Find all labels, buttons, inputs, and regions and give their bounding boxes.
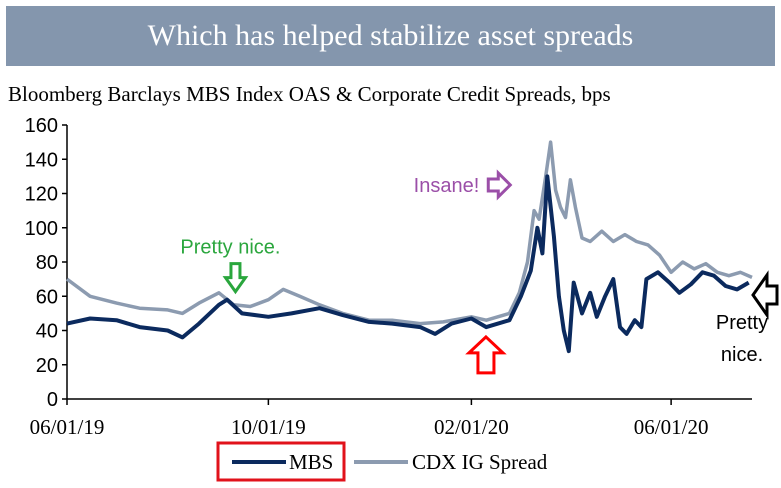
annotation-arrow-right-icon [486, 169, 513, 201]
annotation-insane: Insane! [414, 175, 480, 197]
y-tick-label: 100 [25, 218, 58, 240]
annotation-arrow-up-icon [465, 334, 507, 375]
legend-highlight-box [216, 441, 346, 482]
x-tick-label: 06/01/19 [30, 415, 105, 439]
x-tick-label: 10/01/19 [231, 415, 306, 439]
annotation-arrow-down-icon [222, 262, 249, 295]
y-tick-label: 140 [25, 149, 58, 171]
legend-label-mbs: MBS [289, 450, 333, 474]
annotation-pretty-nice-2-line: Pretty [716, 312, 768, 334]
y-tick-label: 160 [25, 115, 58, 137]
series-line-cdx-ig-spread [65, 140, 753, 326]
y-tick-label: 20 [36, 355, 58, 377]
legend-label-cdx: CDX IG Spread [412, 450, 548, 474]
annotation-arrow-left-icon [751, 270, 779, 320]
chart-title: Bloomberg Barclays MBS Index OAS & Corpo… [8, 82, 611, 106]
title-banner: Which has helped stabilize asset spreads [6, 6, 775, 66]
x-tick-label: 06/01/20 [634, 415, 709, 439]
series-line-mbs [66, 174, 750, 354]
annotation-pretty-nice-1: Pretty nice. [180, 237, 280, 259]
y-tick-label: 0 [47, 389, 58, 411]
y-tick-label: 120 [25, 184, 58, 206]
annotation-pretty-nice-2-line: nice. [721, 344, 763, 366]
y-tick-label: 60 [36, 286, 58, 308]
banner-title: Which has helped stabilize asset spreads [147, 19, 634, 52]
y-tick-label: 40 [36, 321, 58, 343]
x-tick-label: 02/01/20 [434, 415, 509, 439]
y-tick-label: 80 [36, 252, 58, 274]
